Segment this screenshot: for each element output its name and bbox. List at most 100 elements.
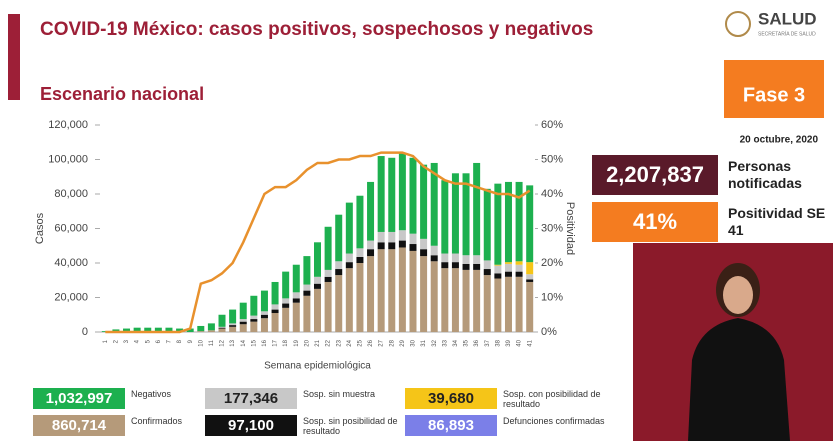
bar-segment [430, 162, 438, 246]
bar-segment [271, 281, 279, 305]
positivity-line [105, 151, 531, 334]
y-tick-label: 60,000 [54, 222, 88, 234]
x-axis-label: Semana epidemiológica [264, 361, 371, 372]
y-tick-label: 100,000 [48, 153, 88, 165]
x-tick-label: 29 [400, 339, 406, 346]
legend-label: Negativos [131, 389, 172, 399]
bar-segment [250, 319, 258, 322]
bar-segment [144, 327, 152, 332]
bar-segment [133, 327, 141, 332]
positivity-label: Positividad SE 41 [728, 205, 826, 238]
bar-segment [473, 263, 481, 270]
y-tick-label: 20,000 [54, 291, 88, 303]
bar-segment [409, 250, 417, 332]
phase-box [724, 60, 824, 118]
x-tick-label: 24 [347, 339, 353, 346]
bar-segment [388, 231, 396, 243]
subtitle: Escenario nacional [40, 84, 204, 104]
bar-segment [229, 325, 237, 327]
bar-segment [314, 276, 321, 284]
bar-segment [324, 281, 332, 332]
bar-segment [335, 269, 343, 276]
date: 20 octubre, 2020 [740, 135, 819, 146]
bar-segment [250, 315, 258, 320]
bar-segment [367, 256, 375, 332]
bar-segment [441, 268, 449, 332]
x-tick-label: 5 [145, 339, 151, 343]
bar-segment [462, 269, 470, 332]
bar-segment [420, 164, 428, 239]
x-tick-label: 21 [315, 339, 321, 346]
bar-segment [282, 298, 290, 304]
title: COVID-19 México: casos positivos, sospec… [40, 19, 593, 40]
x-tick-label: 23 [336, 339, 342, 346]
bar-segment [409, 233, 417, 245]
x-tick-label: 4 [135, 339, 141, 343]
bar-segment [197, 331, 205, 332]
y2-tick-label: 20% [541, 257, 563, 269]
bar-segment [345, 253, 353, 263]
bar-segment [377, 231, 385, 243]
bar-segment [154, 327, 162, 332]
bar-segment [430, 255, 438, 262]
bar-segment [420, 249, 428, 257]
bar-segment [377, 242, 385, 250]
bar-segment [515, 264, 523, 272]
bar-segment [260, 314, 268, 319]
bar-segment [504, 181, 512, 263]
x-tick-label: 40 [517, 339, 523, 346]
bar-segment [451, 173, 459, 254]
bar-segment [112, 329, 120, 332]
bar-segment [451, 268, 459, 332]
bar-segment [462, 263, 470, 270]
bar-segment [367, 240, 375, 250]
bar-segment [398, 230, 406, 241]
x-tick-label: 16 [262, 339, 268, 346]
bar-segment [345, 202, 353, 254]
legend-total: 1,032,997 [33, 388, 125, 409]
x-tick-label: 38 [495, 339, 501, 346]
x-tick-label: 32 [432, 339, 438, 346]
bar-segment [367, 249, 375, 257]
bar-segment [409, 244, 417, 251]
bar-segment [218, 326, 226, 328]
bar-segment [250, 295, 258, 316]
bar-segment [420, 238, 428, 250]
x-tick-label: 12 [220, 339, 226, 346]
bar-segment [239, 319, 247, 322]
x-tick-label: 3 [124, 339, 130, 343]
x-tick-label: 2 [113, 339, 119, 343]
logo-emblem [725, 11, 751, 37]
x-tick-label: 8 [177, 339, 183, 343]
bar-segment [430, 245, 438, 256]
bar-segment [271, 313, 279, 332]
bar-segment [356, 195, 364, 249]
bar-segment [515, 261, 523, 265]
x-tick-label: 30 [411, 339, 417, 346]
y-axis-label: Casos [34, 212, 46, 244]
bar-segment [207, 323, 215, 331]
x-tick-label: 13 [230, 339, 236, 346]
positivity: 41% [633, 209, 677, 234]
bar-segment [186, 328, 194, 332]
y-tick-label: 0 [82, 326, 88, 338]
y2-tick-label: 30% [541, 222, 563, 234]
bar-segment [250, 321, 258, 332]
bar-segment [398, 247, 406, 332]
x-tick-label: 7 [167, 339, 173, 343]
x-tick-label: 1 [103, 339, 109, 343]
x-tick-label: 20 [304, 339, 310, 346]
bar-segment [335, 275, 343, 332]
bar-segment [335, 261, 343, 270]
bar-segment [345, 262, 353, 269]
legend-label: Defunciones confirmadas [503, 416, 605, 426]
y-tick-label: 120,000 [48, 119, 88, 131]
bar-segment [420, 256, 428, 332]
x-tick-label: 33 [442, 339, 448, 346]
bar-segment [494, 265, 502, 274]
legend-label: Confirmados [131, 416, 183, 426]
bar-segment [504, 276, 512, 332]
bar-segment [229, 326, 237, 332]
bar-segment [494, 264, 502, 266]
